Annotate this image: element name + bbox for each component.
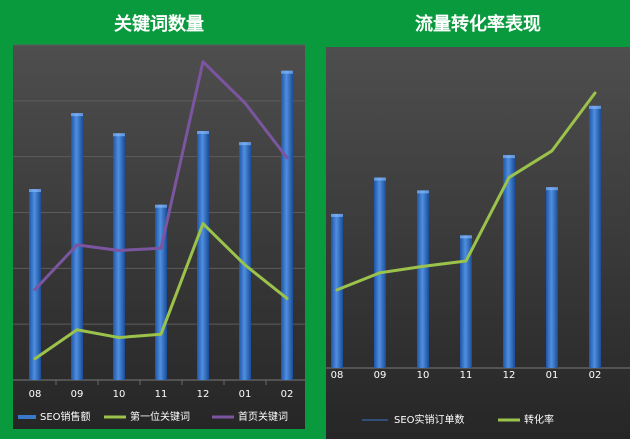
chart-title-keywords: 关键词数量 — [114, 14, 204, 35]
legend-label: SEO实销订单数 — [394, 413, 465, 426]
legend-label: 第一位关键词 — [130, 410, 190, 423]
bar-cap — [29, 189, 41, 193]
x-tick-label: 02 — [589, 370, 602, 381]
bar-cap — [197, 130, 209, 134]
x-tick-label: 11 — [155, 389, 168, 400]
bar-cap — [460, 235, 472, 239]
chart-title-conversion: 流量转化率表现 — [415, 14, 541, 35]
bar-10 — [417, 190, 429, 368]
x-tick-label: 09 — [71, 389, 84, 400]
x-tick-label: 01 — [546, 370, 559, 381]
x-tick-label: 10 — [113, 389, 126, 400]
bar-cap — [503, 155, 515, 159]
bar-12 — [197, 130, 209, 380]
legend-label: 首页关键词 — [238, 410, 288, 423]
line-series-0 — [33, 222, 289, 361]
line-series-1 — [33, 60, 289, 292]
bar-cap — [155, 204, 167, 208]
bar-02 — [281, 70, 293, 380]
bar-08 — [29, 189, 41, 380]
x-tick-label: 10 — [417, 370, 430, 381]
line-series-0 — [335, 91, 597, 292]
bar-cap — [239, 142, 251, 146]
x-tick-label: 08 — [331, 370, 344, 381]
bar-cap — [546, 187, 558, 191]
bar-cap — [281, 70, 293, 74]
x-tick-label: 12 — [503, 370, 516, 381]
bar-12 — [503, 155, 515, 368]
bar-cap — [374, 177, 386, 181]
bar-cap — [589, 105, 601, 109]
legend-label: 转化率 — [524, 413, 554, 426]
bar-10 — [113, 133, 125, 380]
x-tick-label: 02 — [281, 389, 294, 400]
x-tick-label: 01 — [239, 389, 252, 400]
bar-cap — [417, 190, 429, 194]
x-tick-label: 11 — [460, 370, 473, 381]
bar-02 — [589, 105, 601, 368]
x-tick-label: 09 — [374, 370, 387, 381]
bar-01 — [239, 142, 251, 380]
legend-label: SEO销售额 — [40, 410, 91, 423]
bar-01 — [546, 187, 558, 368]
bar-cap — [331, 213, 343, 217]
x-tick-label: 12 — [197, 389, 210, 400]
bar-cap — [113, 133, 125, 137]
bar-cap — [71, 113, 83, 117]
bar-11 — [460, 235, 472, 368]
legend-swatch-bar — [18, 415, 36, 419]
x-tick-label: 08 — [29, 389, 42, 400]
